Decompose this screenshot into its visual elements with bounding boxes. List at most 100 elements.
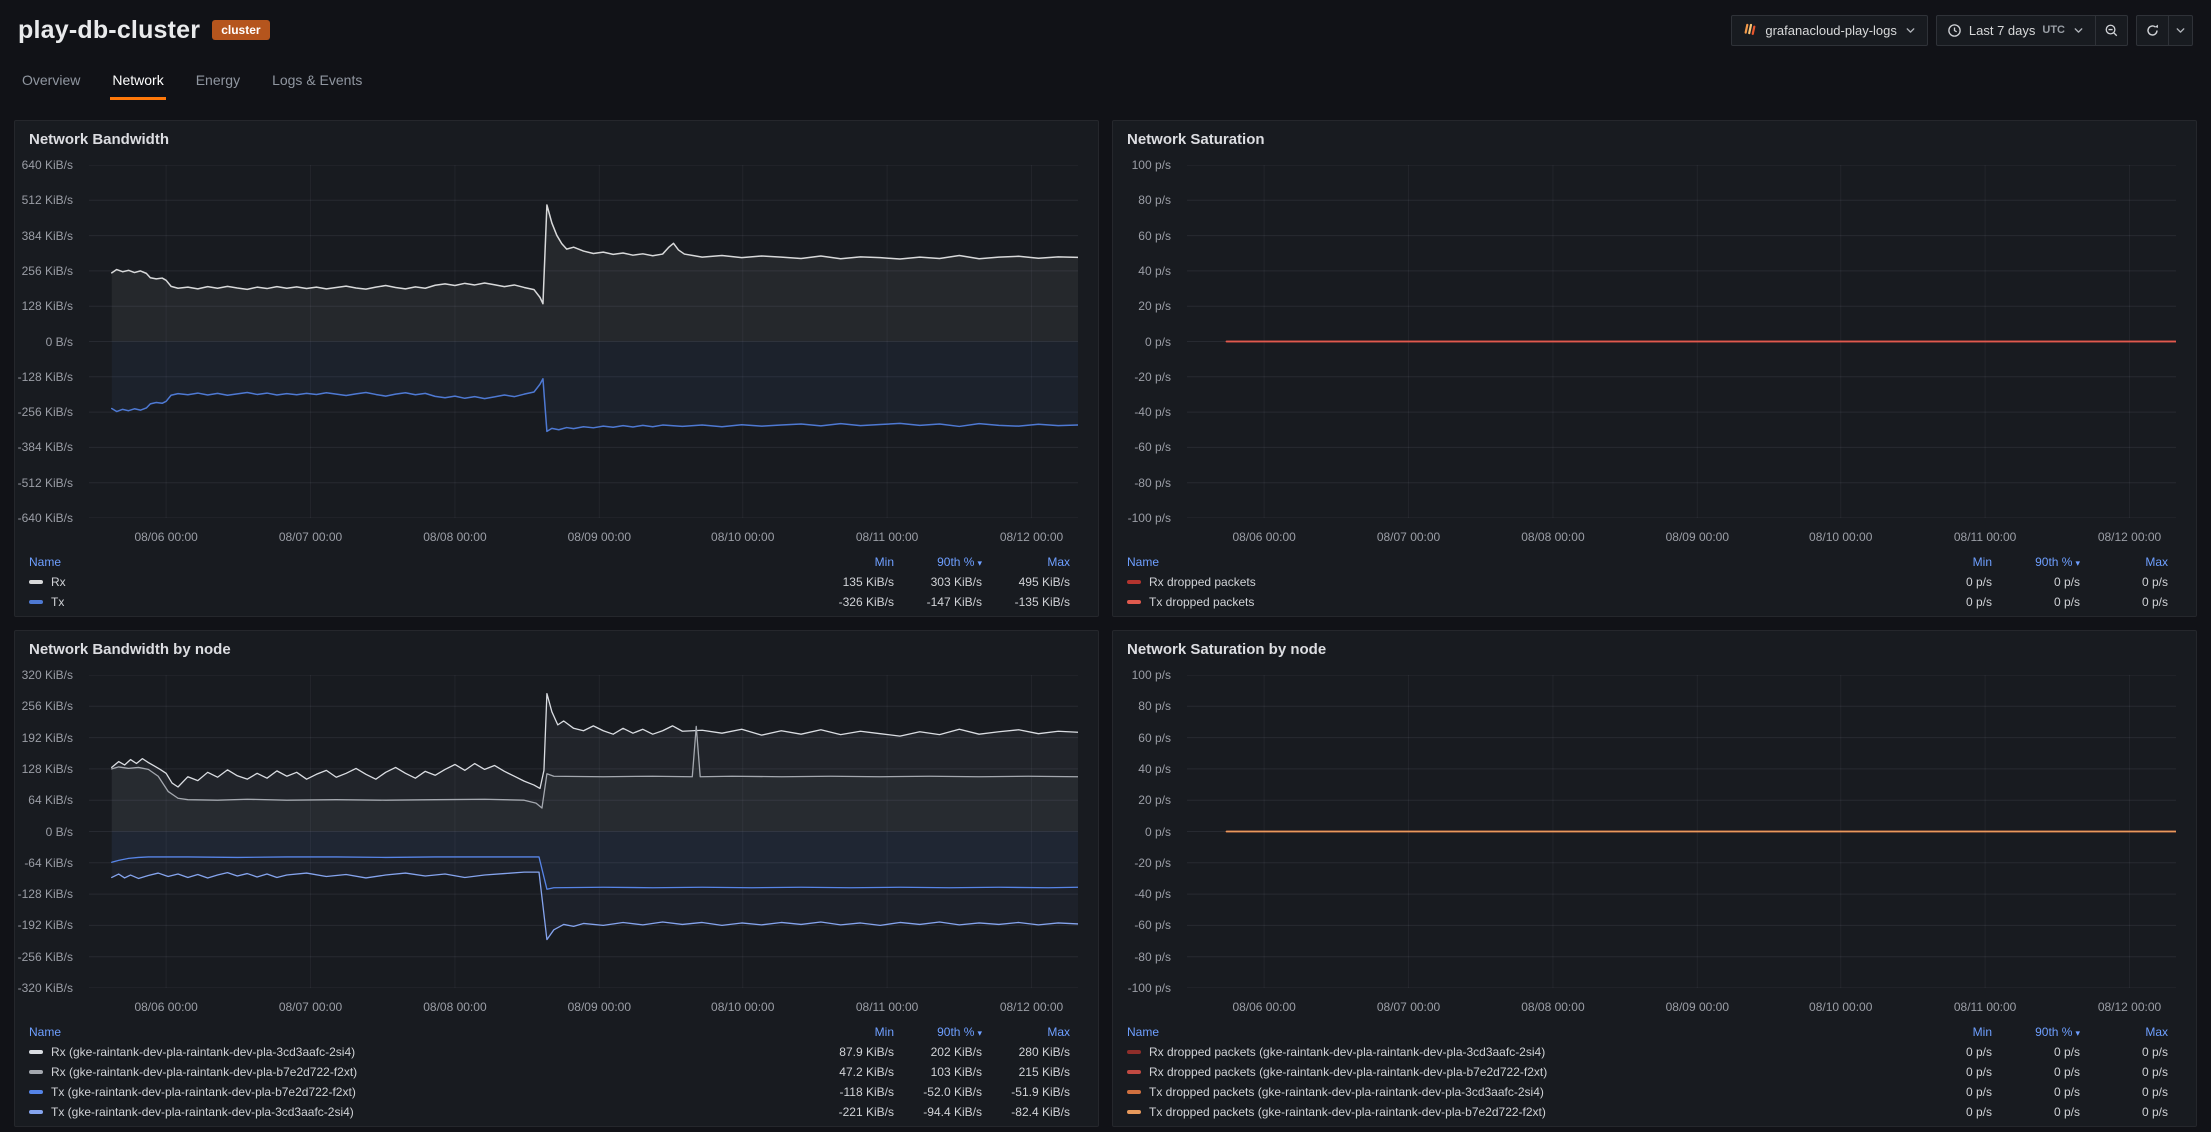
legend-column-header[interactable]: Min xyxy=(1972,1025,1992,1039)
y-axis-tick-label: -100 p/s xyxy=(1127,981,1171,995)
tab-logs-events[interactable]: Logs & Events xyxy=(270,60,364,100)
series-line xyxy=(112,726,1078,808)
legend-column-header[interactable]: Max xyxy=(2145,1025,2168,1039)
zoom-out-icon xyxy=(2104,23,2119,38)
legend-value: 0 p/s xyxy=(1965,1065,1992,1079)
legend-name-header[interactable]: Name xyxy=(29,1025,62,1039)
tab-network[interactable]: Network xyxy=(110,60,166,100)
legend-value: 280 KiB/s xyxy=(1018,1045,1070,1059)
legend-row[interactable]: Tx dropped packets (gke-raintank-dev-pla… xyxy=(1127,1102,2168,1122)
y-axis-tick-label: 192 KiB/s xyxy=(21,730,73,745)
legend-column-header[interactable]: Min xyxy=(1972,555,1992,569)
x-axis-tick-label: 08/09 00:00 xyxy=(567,530,632,544)
y-axis-tick-label: 384 KiB/s xyxy=(21,228,73,243)
legend-value: 0 p/s xyxy=(2141,1065,2168,1079)
timezone-label: UTC xyxy=(2042,24,2065,36)
legend-row[interactable]: Tx (gke-raintank-dev-pla-raintank-dev-pl… xyxy=(29,1102,1070,1122)
legend-value: -52.0 KiB/s xyxy=(923,1085,982,1099)
panel-title[interactable]: Network Saturation by node xyxy=(1127,641,1327,658)
dashboard-toolbar: grafanacloud-play-logs Last 7 days UTC xyxy=(1731,14,2193,46)
legend-name-header[interactable]: Name xyxy=(1127,1025,1160,1039)
legend-column-header[interactable]: 90th % ▾ xyxy=(937,1025,982,1039)
refresh-interval-dropdown[interactable] xyxy=(2168,14,2193,46)
legend-column-header[interactable]: 90th % ▾ xyxy=(2035,1025,2080,1039)
legend-value: 303 KiB/s xyxy=(930,575,982,589)
series-name: Rx xyxy=(51,575,66,589)
x-axis-tick-label: 08/09 00:00 xyxy=(1665,1000,1730,1014)
chart-area: 100 p/s 80 p/s 60 p/s 40 p/s 20 p/s 0 p/s -20 … xyxy=(1125,155,2184,550)
series-color-swatch xyxy=(1127,1050,1141,1054)
time-range-picker[interactable]: Last 7 days UTC xyxy=(1935,14,2096,46)
legend-value: 0 p/s xyxy=(2141,1045,2168,1059)
panel-title[interactable]: Network Bandwidth xyxy=(29,131,170,148)
chart-plot-area[interactable] xyxy=(89,165,1078,518)
cluster-tag-badge[interactable]: cluster xyxy=(212,20,270,40)
tab-overview[interactable]: Overview xyxy=(20,60,82,100)
legend-column-header[interactable]: 90th % ▾ xyxy=(937,555,982,569)
panel-title[interactable]: Network Saturation xyxy=(1127,131,1265,148)
legend-column-header[interactable]: 90th % ▾ xyxy=(2035,555,2080,569)
panel-network-bandwidth: Network Bandwidth 640 KiB/s 512 KiB/s 384 … xyxy=(14,120,1099,617)
chart-plot-area[interactable] xyxy=(89,675,1078,988)
tab-energy[interactable]: Energy xyxy=(194,60,242,100)
legend-column-header[interactable]: Max xyxy=(2145,555,2168,569)
legend-name-header[interactable]: Name xyxy=(1127,555,1160,569)
legend-value: -82.4 KiB/s xyxy=(1011,1105,1070,1119)
y-axis-tick-label: -20 p/s xyxy=(1134,369,1171,384)
series-color-swatch xyxy=(29,600,43,604)
y-axis-tick-label: 128 KiB/s xyxy=(21,761,73,776)
x-axis-tick-label: 08/06 00:00 xyxy=(134,530,198,544)
legend-row[interactable]: Tx dropped packets (gke-raintank-dev-pla… xyxy=(1127,1082,2168,1102)
legend-value: 0 p/s xyxy=(1965,1045,1992,1059)
y-axis-tick-label: -128 KiB/s xyxy=(17,369,73,384)
legend: Name Min 90th % ▾ Max Rx (gke-raintank-dev-pl… xyxy=(27,1020,1086,1122)
legend-row[interactable]: Tx dropped packets 0 p/s 0 p/s 0 p/s xyxy=(1127,592,2168,612)
x-axis-tick-label: 08/07 00:00 xyxy=(278,530,343,544)
legend-row[interactable]: Tx -326 KiB/s -147 KiB/s -135 KiB/s xyxy=(29,592,1070,612)
x-axis-tick-label: 08/12 00:00 xyxy=(2097,530,2162,544)
legend-row[interactable]: Rx 135 KiB/s 303 KiB/s 495 KiB/s xyxy=(29,572,1070,592)
legend-row[interactable]: Rx dropped packets (gke-raintank-dev-pla… xyxy=(1127,1042,2168,1062)
legend-row[interactable]: Rx (gke-raintank-dev-pla-raintank-dev-pl… xyxy=(29,1042,1070,1062)
panel-title[interactable]: Network Bandwidth by node xyxy=(29,641,231,658)
series-name: Tx dropped packets xyxy=(1149,595,1255,609)
legend-row[interactable]: Rx (gke-raintank-dev-pla-raintank-dev-pl… xyxy=(29,1062,1070,1082)
legend-value: 202 KiB/s xyxy=(930,1045,982,1059)
legend: Name Min 90th % ▾ Max Rx 135 KiB/s 303 KiB/s 495… xyxy=(27,550,1086,612)
legend-value: 495 KiB/s xyxy=(1018,575,1070,589)
legend-name-header[interactable]: Name xyxy=(29,555,62,569)
x-axis-tick-label: 08/12 00:00 xyxy=(999,1000,1064,1014)
chart-plot-area[interactable] xyxy=(1187,165,2176,518)
legend-row[interactable]: Rx dropped packets 0 p/s 0 p/s 0 p/s xyxy=(1127,572,2168,592)
legend-row[interactable]: Rx dropped packets (gke-raintank-dev-pla… xyxy=(1127,1062,2168,1082)
sort-indicator-icon: ▾ xyxy=(2075,558,2080,568)
legend-header-row: Name Min 90th % ▾ Max xyxy=(29,552,1070,572)
datasource-picker[interactable]: grafanacloud-play-logs xyxy=(1731,14,1928,46)
chart-area: 100 p/s 80 p/s 60 p/s 40 p/s 20 p/s 0 p/s -20 … xyxy=(1125,665,2184,1020)
legend-header-row: Name Min 90th % ▾ Max xyxy=(29,1022,1070,1042)
series-line xyxy=(112,379,1078,432)
y-axis-tick-label: 640 KiB/s xyxy=(21,158,73,172)
panel-network-saturation-by-node: Network Saturation by node 100 p/s 80 p/s… xyxy=(1112,630,2197,1127)
refresh-button[interactable] xyxy=(2136,14,2169,46)
x-axis-tick-label: 08/10 00:00 xyxy=(711,1000,775,1014)
y-axis-tick-label: 80 p/s xyxy=(1138,193,1171,208)
legend-column-header[interactable]: Max xyxy=(1047,555,1070,569)
legend-value: -94.4 KiB/s xyxy=(923,1105,982,1119)
chevron-down-icon xyxy=(2072,24,2085,37)
series-line xyxy=(112,205,1078,304)
zoom-out-button[interactable] xyxy=(2095,14,2128,46)
legend-column-header[interactable]: Max xyxy=(1047,1025,1070,1039)
x-axis-tick-label: 08/11 00:00 xyxy=(1953,1000,2017,1014)
chart-plot-area[interactable] xyxy=(1187,675,2176,988)
x-axis-tick-label: 08/12 00:00 xyxy=(999,530,1064,544)
legend-value: 0 p/s xyxy=(1965,575,1992,589)
legend-value: -326 KiB/s xyxy=(838,595,894,609)
legend-value: -221 KiB/s xyxy=(838,1105,894,1119)
legend-column-header[interactable]: Min xyxy=(874,555,894,569)
legend-row[interactable]: Tx (gke-raintank-dev-pla-raintank-dev-pl… xyxy=(29,1082,1070,1102)
legend-value: -51.9 KiB/s xyxy=(1011,1085,1070,1099)
series-color-swatch xyxy=(29,580,43,584)
y-axis-tick-label: 40 p/s xyxy=(1138,263,1171,278)
legend-column-header[interactable]: Min xyxy=(874,1025,894,1039)
